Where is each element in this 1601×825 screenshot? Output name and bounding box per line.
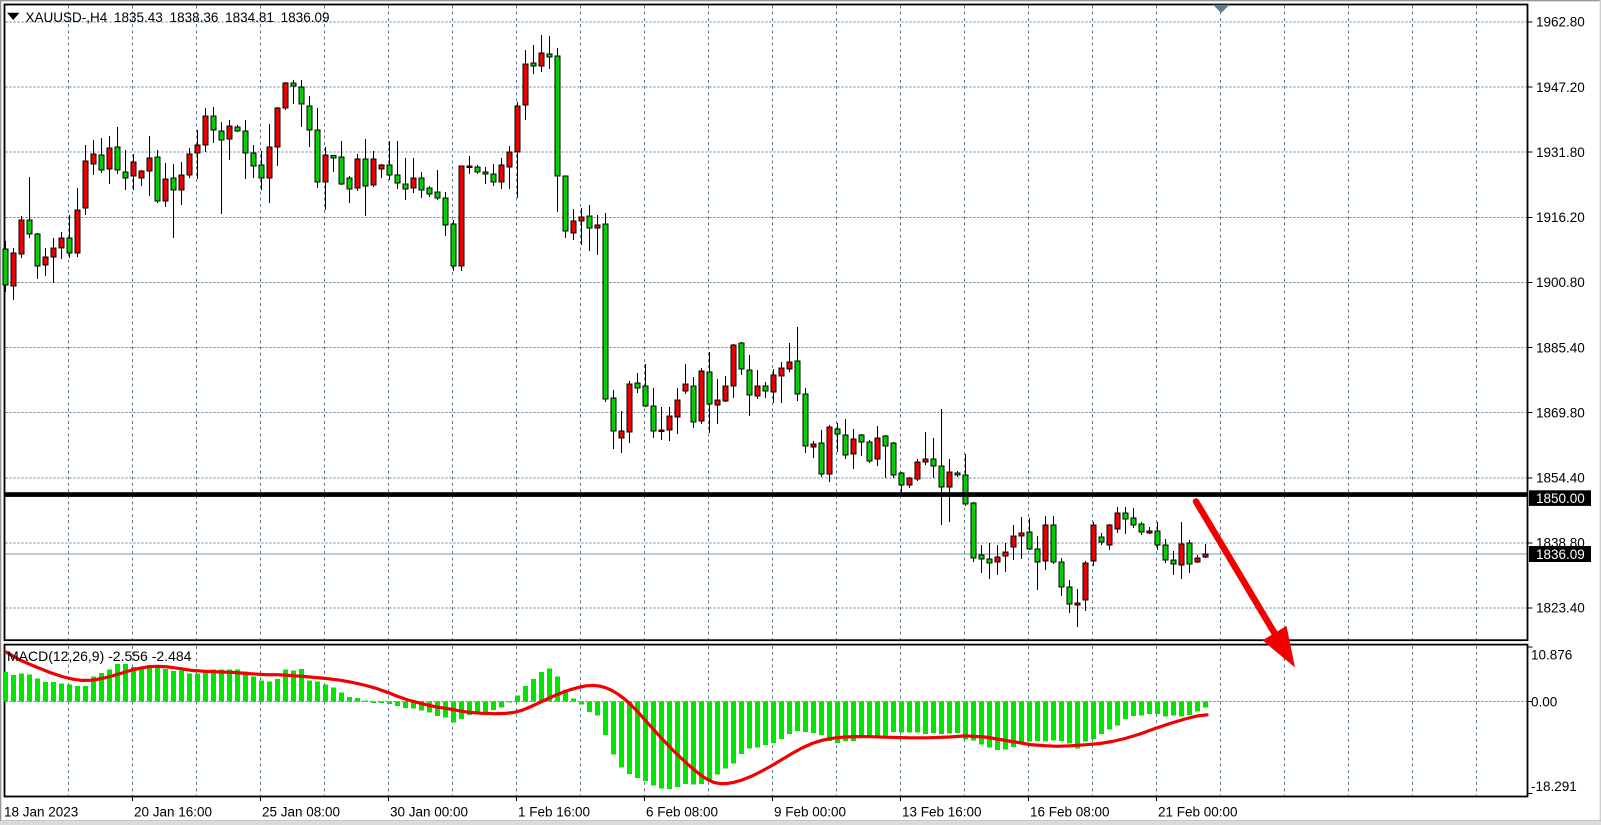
- svg-text:1854.40: 1854.40: [1536, 471, 1585, 486]
- svg-text:13 Feb 16:00: 13 Feb 16:00: [902, 805, 982, 820]
- svg-text:9 Feb 00:00: 9 Feb 00:00: [774, 805, 846, 820]
- svg-text:1 Feb 16:00: 1 Feb 16:00: [518, 805, 590, 820]
- svg-text:1947.20: 1947.20: [1536, 80, 1585, 95]
- svg-text:1869.80: 1869.80: [1536, 405, 1585, 420]
- svg-text:1931.80: 1931.80: [1536, 145, 1585, 160]
- svg-text:XAUUSD-,H4 1835.43 1838.36 183: XAUUSD-,H4 1835.43 1838.36 1834.81 1836.…: [26, 10, 330, 25]
- svg-text:25 Jan 08:00: 25 Jan 08:00: [262, 805, 340, 820]
- svg-text:18 Jan 2023: 18 Jan 2023: [4, 805, 78, 820]
- svg-text:21 Feb 00:00: 21 Feb 00:00: [1158, 805, 1238, 820]
- svg-text:20 Jan 16:00: 20 Jan 16:00: [134, 805, 212, 820]
- svg-text:1850.00: 1850.00: [1536, 491, 1585, 506]
- svg-text:1916.20: 1916.20: [1536, 210, 1585, 225]
- svg-text:MACD(12,26,9) -2.556 -2.484: MACD(12,26,9) -2.556 -2.484: [7, 648, 192, 664]
- svg-text:10.876: 10.876: [1531, 648, 1572, 663]
- svg-text:1885.40: 1885.40: [1536, 340, 1585, 355]
- svg-text:0.00: 0.00: [1531, 695, 1557, 710]
- svg-text:-18.291: -18.291: [1531, 779, 1577, 794]
- svg-text:1836.09: 1836.09: [1536, 547, 1585, 562]
- svg-text:6 Feb 08:00: 6 Feb 08:00: [646, 805, 718, 820]
- svg-text:30 Jan 00:00: 30 Jan 00:00: [390, 805, 468, 820]
- svg-text:16 Feb 08:00: 16 Feb 08:00: [1030, 805, 1110, 820]
- svg-text:1900.80: 1900.80: [1536, 275, 1585, 290]
- svg-text:1962.80: 1962.80: [1536, 15, 1585, 30]
- svg-text:1823.40: 1823.40: [1536, 601, 1585, 616]
